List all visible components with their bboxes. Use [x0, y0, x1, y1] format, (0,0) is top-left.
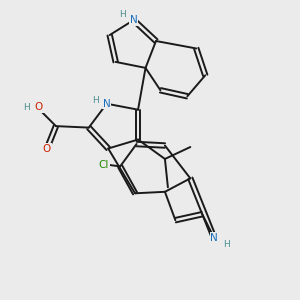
- Text: N: N: [130, 15, 137, 25]
- Text: Cl: Cl: [98, 160, 109, 170]
- Text: O: O: [35, 102, 43, 112]
- Text: H: H: [24, 103, 30, 112]
- Text: N: N: [210, 233, 218, 243]
- Text: O: O: [43, 143, 51, 154]
- Text: H: H: [223, 240, 230, 249]
- Text: H: H: [119, 10, 126, 19]
- Text: N: N: [103, 99, 111, 109]
- Text: H: H: [92, 96, 99, 105]
